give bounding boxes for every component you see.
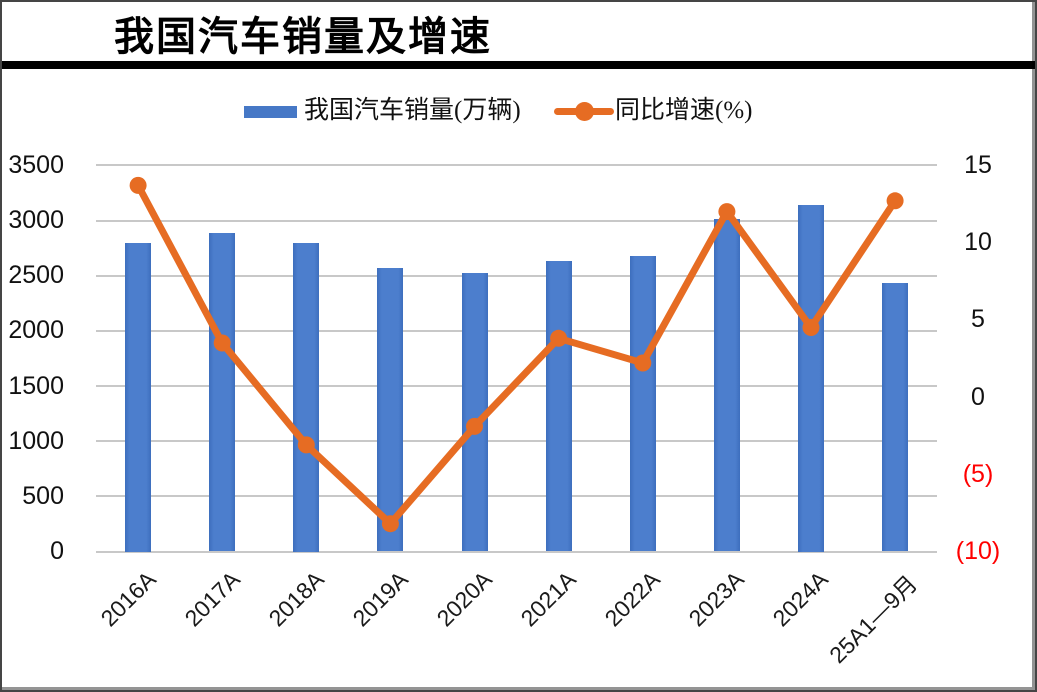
y-axis-label: 1500 <box>8 371 64 400</box>
y-axis-label: 500 <box>22 481 64 510</box>
growth-line-marker <box>129 176 147 194</box>
bar <box>882 283 909 552</box>
bar <box>293 242 320 552</box>
bar <box>713 219 740 552</box>
bar <box>545 261 572 552</box>
bar <box>125 242 152 552</box>
y-axis-label: 3500 <box>8 150 64 179</box>
gridline <box>96 219 937 222</box>
gridline <box>96 440 937 443</box>
legend-line-swatch <box>554 102 614 121</box>
growth-line-marker <box>886 192 904 210</box>
y2-axis-label: (10) <box>955 537 1001 565</box>
title-underline <box>2 61 1035 69</box>
y2-axis-label: 5 <box>971 305 985 334</box>
legend-line-marker-icon <box>575 102 594 121</box>
y-axis-label: 1000 <box>8 426 64 455</box>
legend-bar-swatch <box>244 106 297 118</box>
gridline <box>96 329 937 332</box>
gridline <box>96 274 937 277</box>
legend-label-sales: 我国汽车销量(万辆) <box>304 97 521 124</box>
growth-line-marker <box>634 354 652 372</box>
y2-axis-label: 10 <box>964 228 992 256</box>
y-axis-label: 2500 <box>8 261 64 290</box>
bar <box>798 205 824 552</box>
growth-line-marker <box>466 417 483 435</box>
gridline <box>96 550 937 553</box>
y-axis-label: 0 <box>50 537 64 565</box>
growth-line-marker <box>213 334 231 352</box>
y-axis-label: 2000 <box>8 316 64 345</box>
growth-line <box>134 181 899 528</box>
growth-line-marker <box>718 203 736 221</box>
y2-axis-label: 0 <box>971 382 985 411</box>
y2-axis-label: 15 <box>964 150 992 179</box>
bar <box>377 267 404 552</box>
bar <box>629 255 656 552</box>
chart-title: 我国汽车销量及增速 <box>114 14 492 59</box>
bar <box>209 232 236 552</box>
y-axis-label: 3000 <box>8 206 64 234</box>
growth-line-marker <box>297 436 315 454</box>
y2-axis-label: (5) <box>962 459 994 488</box>
gridline <box>96 164 937 167</box>
gridline <box>96 495 937 498</box>
growth-line-marker <box>550 329 568 347</box>
legend-label-growth: 同比增速(%) <box>615 97 753 124</box>
growth-line-marker <box>381 515 399 533</box>
growth-line-marker <box>802 319 820 336</box>
